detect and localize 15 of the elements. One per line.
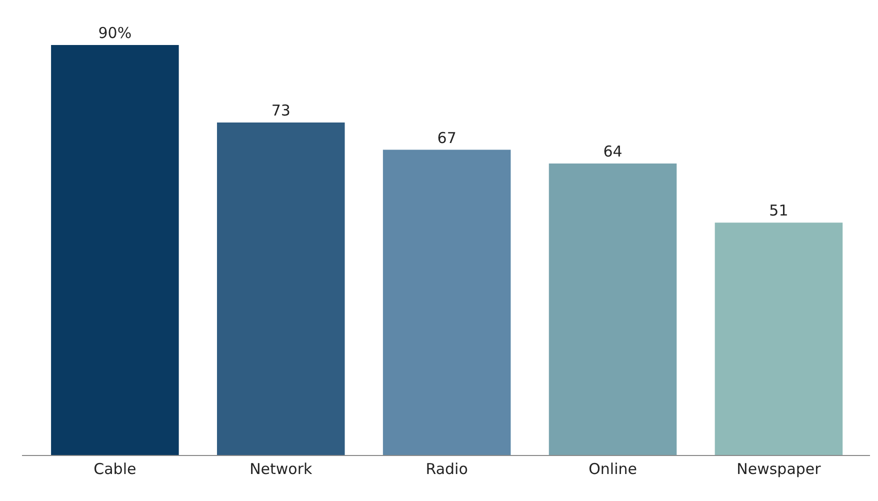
data-label: 73 [271,101,290,120]
bar [382,150,511,455]
bar [51,45,179,455]
x-tick-label: Newspaper [736,460,822,478]
bar [216,122,345,455]
data-label: 51 [769,202,788,220]
x-tick-label: Online [588,460,637,478]
x-tick-label: Radio [426,460,468,478]
x-tick-label: Cable [94,460,136,478]
data-label: 64 [603,142,622,160]
x-tick-label: Network [250,460,313,478]
bar [548,163,677,455]
bar [714,222,843,455]
data-label: 90% [98,24,132,42]
data-label: 67 [437,128,456,147]
